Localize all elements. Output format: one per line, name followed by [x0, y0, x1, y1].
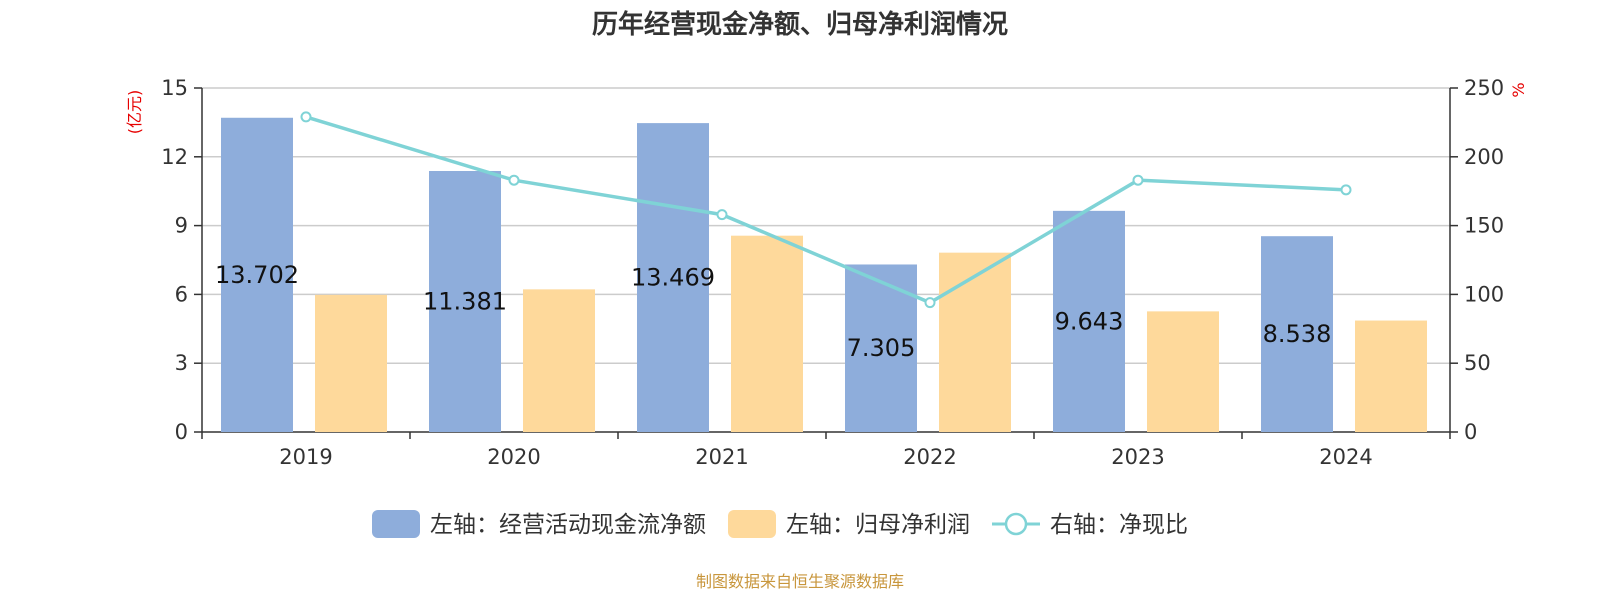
- bars: [221, 117, 1427, 433]
- legend-swatch-cash-flow: [372, 510, 420, 538]
- bar-value-label: 13.702: [215, 261, 299, 289]
- bar-value-label: 8.538: [1263, 320, 1332, 348]
- x-tick-label: 2022: [903, 445, 956, 469]
- left-tick-label: 3: [175, 351, 188, 375]
- ratio-point: [716, 209, 728, 221]
- right-tick-label: 100: [1464, 282, 1504, 306]
- x-tick-label: 2023: [1111, 445, 1164, 469]
- data-source-note: 制图数据来自恒生聚源数据库: [695, 572, 904, 591]
- bar-cash-flow: [429, 170, 501, 432]
- right-tick-label: 150: [1464, 214, 1504, 238]
- left-tick-label: 0: [175, 420, 188, 444]
- x-tick-label: 2019: [279, 445, 332, 469]
- right-tick-label: 200: [1464, 145, 1504, 169]
- ratio-line: [305, 115, 1347, 305]
- right-tick-label: 50: [1464, 351, 1491, 375]
- x-tick-label: 2020: [487, 445, 540, 469]
- bar-cash-flow: [1261, 236, 1333, 432]
- x-tick-label: 2021: [695, 445, 748, 469]
- bar-net-profit: [731, 235, 803, 432]
- ratio-point: [1132, 174, 1144, 186]
- legend: 左轴：经营活动现金流净额 左轴：归母净利润 右轴：净现比: [372, 510, 1188, 538]
- bar-cash-flow: [1053, 210, 1125, 432]
- right-tick-label: 250: [1464, 76, 1504, 100]
- left-tick-label: 15: [161, 76, 188, 100]
- x-tick-label: 2024: [1319, 445, 1372, 469]
- line-series: [300, 111, 1352, 309]
- left-tick-label: 6: [175, 282, 188, 306]
- bar-cash-flow: [221, 117, 293, 433]
- data-labels: 13.702 11.381 13.469 7.305 9.643 8.538: [215, 261, 1331, 362]
- bar-net-profit: [1355, 320, 1427, 432]
- left-tick-label: 9: [175, 214, 188, 238]
- left-axis-unit: (亿元): [125, 90, 144, 135]
- bar-value-label: 9.643: [1055, 307, 1124, 335]
- chart-title: 历年经营现金净额、归母净利润情况: [591, 10, 1008, 40]
- bar-net-profit: [939, 252, 1011, 432]
- bar-value-label: 13.469: [631, 264, 715, 292]
- ratio-point: [924, 297, 936, 309]
- legend-label-ratio: 右轴：净现比: [1050, 512, 1188, 538]
- right-axis-unit: %: [1509, 82, 1528, 97]
- legend-label-cash-flow: 左轴：经营活动现金流净额: [430, 512, 706, 538]
- left-tick-label: 12: [161, 145, 188, 169]
- ratio-point: [1340, 184, 1352, 196]
- bar-value-label: 7.305: [847, 334, 916, 362]
- right-tick-label: 0: [1464, 420, 1477, 444]
- ratio-point: [508, 174, 520, 186]
- bar-net-profit: [315, 294, 387, 432]
- bar-net-profit: [523, 289, 595, 432]
- ratio-point: [300, 111, 312, 123]
- bar-cash-flow: [637, 123, 709, 432]
- bar-net-profit: [1147, 311, 1219, 432]
- legend-swatch-net-profit: [728, 510, 776, 538]
- legend-label-net-profit: 左轴：归母净利润: [786, 512, 970, 538]
- bar-value-label: 11.381: [423, 287, 507, 315]
- legend-swatch-ratio-marker: [1004, 512, 1028, 536]
- grid-lines: [202, 87, 1450, 364]
